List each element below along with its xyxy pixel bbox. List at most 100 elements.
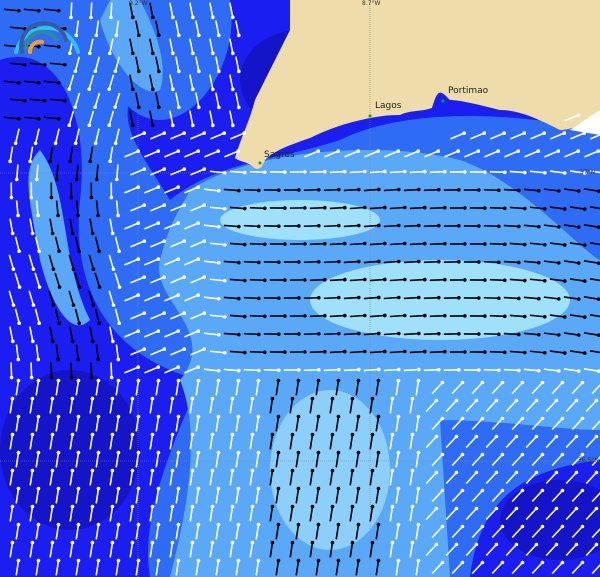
current-arrow-head [554, 470, 559, 475]
current-arrow [569, 278, 585, 282]
current-arrow [49, 146, 54, 162]
current-arrow-head [480, 380, 485, 385]
current-arrow [74, 92, 81, 108]
current-arrow-head [256, 414, 261, 419]
current-arrow-head [410, 540, 415, 545]
current-arrow-head [323, 241, 327, 246]
current-arrow-head [263, 350, 267, 355]
current-arrow [164, 330, 179, 338]
current-arrow [184, 222, 199, 230]
current-arrow-head [596, 333, 600, 337]
current-arrow-head [497, 368, 501, 373]
current-arrow-head [520, 488, 525, 493]
current-arrow [243, 332, 259, 336]
current-arrow [465, 435, 478, 449]
current-arrow-head [170, 432, 175, 437]
current-arrow-head [71, 267, 76, 272]
current-arrow-head [596, 261, 600, 265]
current-arrow [34, 128, 40, 144]
current-arrow-head [136, 450, 141, 455]
current-arrow-head [136, 365, 141, 369]
current-arrow [249, 278, 265, 282]
current-arrow-head [131, 15, 135, 20]
current-arrow [235, 452, 240, 468]
current-arrow-head [397, 223, 401, 228]
current-arrow-head [230, 432, 235, 437]
current-arrow-head [34, 177, 39, 182]
current-arrow [329, 434, 334, 450]
current-arrow-head [257, 332, 261, 337]
current-arrow-head [56, 80, 61, 85]
current-arrow-head [237, 224, 241, 229]
current-arrow [74, 128, 80, 144]
current-arrow-head [410, 432, 415, 437]
current-arrow [215, 488, 220, 504]
current-arrow-head [196, 329, 201, 333]
current-arrow [144, 186, 159, 194]
current-arrow [415, 560, 420, 576]
current-arrow-head [22, 62, 27, 67]
current-arrow-head [540, 452, 545, 457]
current-arrow [164, 186, 179, 194]
current-arrow [389, 350, 405, 354]
current-arrow [223, 296, 239, 300]
current-arrow-head [316, 522, 321, 527]
current-arrow-head [580, 524, 585, 529]
current-arrow [195, 92, 200, 108]
current-arrow-head [463, 170, 467, 174]
current-arrow [114, 56, 121, 72]
current-arrow [389, 278, 405, 282]
current-arrow [215, 20, 220, 36]
current-arrow [309, 206, 325, 210]
current-arrow [349, 242, 365, 246]
current-arrow [35, 524, 40, 540]
current-arrow-head [150, 432, 155, 437]
current-arrow [349, 506, 354, 522]
current-arrow-head [236, 450, 241, 455]
current-arrow-head [151, 123, 155, 128]
current-arrow-head [317, 295, 321, 300]
current-arrow [29, 434, 34, 450]
current-arrow [164, 150, 179, 158]
current-arrow-head [556, 149, 561, 153]
current-arrow [55, 416, 60, 432]
current-arrow-head [142, 275, 147, 279]
current-arrow-head [350, 504, 355, 509]
current-arrow-head [376, 149, 381, 153]
current-arrow [54, 272, 61, 288]
current-arrow-head [290, 540, 295, 545]
current-arrow [190, 132, 205, 140]
current-arrow-head [196, 149, 201, 153]
current-arrow-head [196, 221, 201, 225]
current-arrow [108, 110, 115, 126]
current-arrow-head [562, 315, 567, 319]
current-arrow [369, 242, 385, 246]
current-arrow-head [283, 170, 287, 174]
current-arrow [170, 240, 185, 248]
current-arrow-head [237, 105, 241, 110]
current-arrow [35, 452, 40, 468]
current-arrow-head [310, 396, 315, 401]
current-arrow [184, 258, 199, 266]
current-arrow-head [356, 378, 361, 383]
current-arrow [425, 435, 438, 449]
current-arrow-head [343, 277, 347, 282]
current-arrow-head [460, 560, 465, 565]
current-arrow-head [562, 207, 567, 211]
current-arrow [403, 260, 419, 264]
current-arrow-head [483, 170, 487, 174]
current-arrow [444, 150, 459, 158]
current-arrow [135, 452, 140, 468]
speed-gauge-icon[interactable] [8, 12, 88, 72]
current-arrow [195, 20, 200, 36]
current-arrow-head [96, 414, 101, 419]
current-arrow [269, 470, 274, 486]
current-arrow [491, 561, 504, 575]
current-arrow-head [296, 486, 301, 491]
current-arrow-head [31, 303, 36, 307]
current-arrow [569, 206, 585, 210]
current-arrow [471, 381, 484, 395]
current-arrow-head [480, 488, 485, 493]
current-arrow [349, 170, 365, 174]
